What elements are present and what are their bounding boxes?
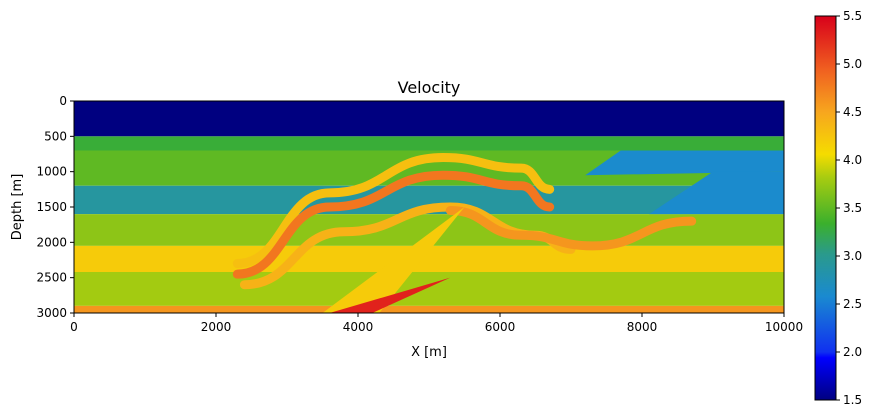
wedge-0 [585,150,784,176]
y-tick-label: 2500 [36,271,67,285]
x-tick-label: 2000 [201,320,232,334]
wedge-1 [649,171,784,215]
colorbar-tick-label: 5.5 [843,9,862,23]
x-tick-label: 8000 [627,320,658,334]
layer-0 [74,136,784,151]
colorbar-tick-label: 1.5 [843,393,862,407]
water-layer [74,101,784,137]
y-axis-label: Depth [m] [10,174,25,241]
layer-1 [74,150,784,186]
x-tick-label: 0 [70,320,78,334]
colorbar [814,15,837,401]
fold-band-3 [445,206,697,251]
layer-2 [74,185,784,215]
y-tick-label: 500 [44,129,67,143]
x-tick-label: 10000 [765,320,803,334]
x-axis-label: X [m] [411,345,447,360]
fold-band-1 [232,170,555,279]
x-tick-label: 6000 [485,320,516,334]
y-tick-label: 0 [59,94,67,108]
colorbar-tick-label: 4.5 [843,105,862,119]
colorbar-axis: 1.5 2.0 2.5 3.0 3.5 4.0 4.5 5.0 5.5 [836,9,862,407]
wedge-2 [322,207,465,313]
y-tick-label: 3000 [36,306,67,320]
colorbar-tick-label: 3.0 [843,249,862,263]
plot-area [74,101,784,313]
y-axis: 0 500 1000 1500 2000 2500 3000 [36,94,74,320]
y-tick-label: 1500 [36,200,67,214]
colorbar-tick-label: 3.5 [843,201,862,215]
wedge-3 [329,277,451,313]
colorbar-tick-label: 4.0 [843,153,862,167]
x-tick-label: 4000 [343,320,374,334]
x-axis: 0 2000 4000 6000 8000 10000 [70,313,803,334]
y-tick-label: 1000 [36,165,67,179]
fold-band-0 [232,153,555,269]
colorbar-tick-label: 5.0 [843,57,862,71]
layer-3 [74,214,784,246]
chart-title: Velocity [398,78,461,97]
colorbar-tick-label: 2.5 [843,297,862,311]
layer-6 [74,305,784,313]
y-tick-label: 2000 [36,235,67,249]
layer-5 [74,272,784,306]
colorbar-tick-label: 2.0 [843,345,862,359]
